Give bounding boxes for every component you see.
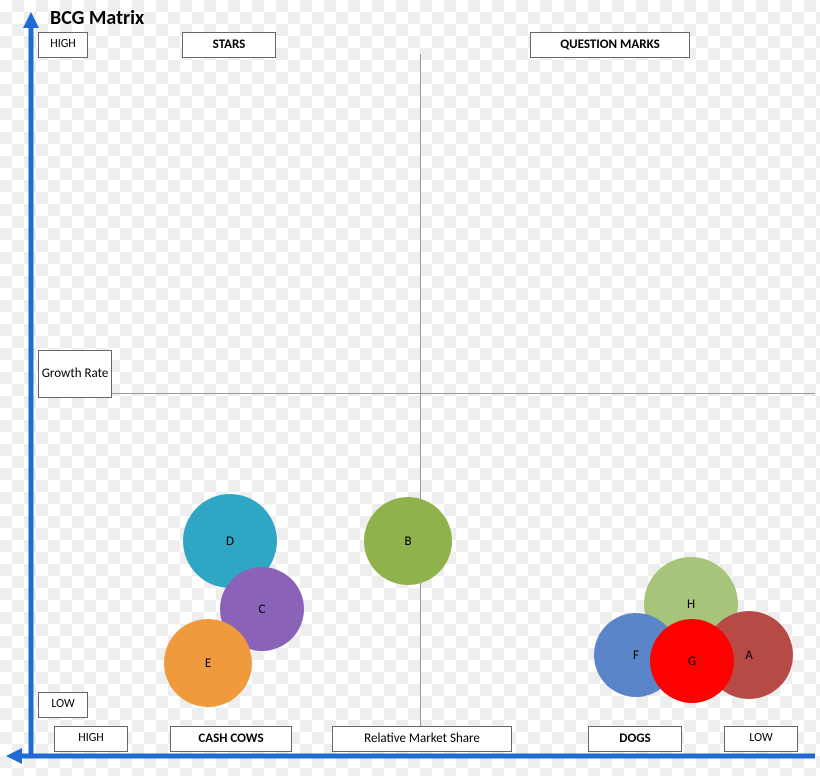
x-axis-title: Relative Market Share [332,726,512,752]
quadrant-cash-cows-label: CASH COWS [170,726,292,752]
bubble-g: G [650,619,734,703]
y-axis-low-label: LOW [38,692,88,718]
quadrant-stars-label: STARS [182,32,276,58]
quadrant-dogs-label: DOGS [588,726,682,752]
x-axis-low-label: LOW [724,726,798,752]
y-axis-title: Growth Rate [38,350,112,398]
x-axis-high-label: HIGH [54,726,128,752]
grid-horizontal [60,393,815,394]
quadrant-question-marks-label: QUESTION MARKS [530,32,690,58]
bubble-b: B [364,497,452,585]
bubble-e: E [164,619,252,707]
y-axis-high-label: HIGH [38,32,88,58]
grid-vertical [420,54,421,730]
chart-title: BCG Matrix [50,6,144,30]
